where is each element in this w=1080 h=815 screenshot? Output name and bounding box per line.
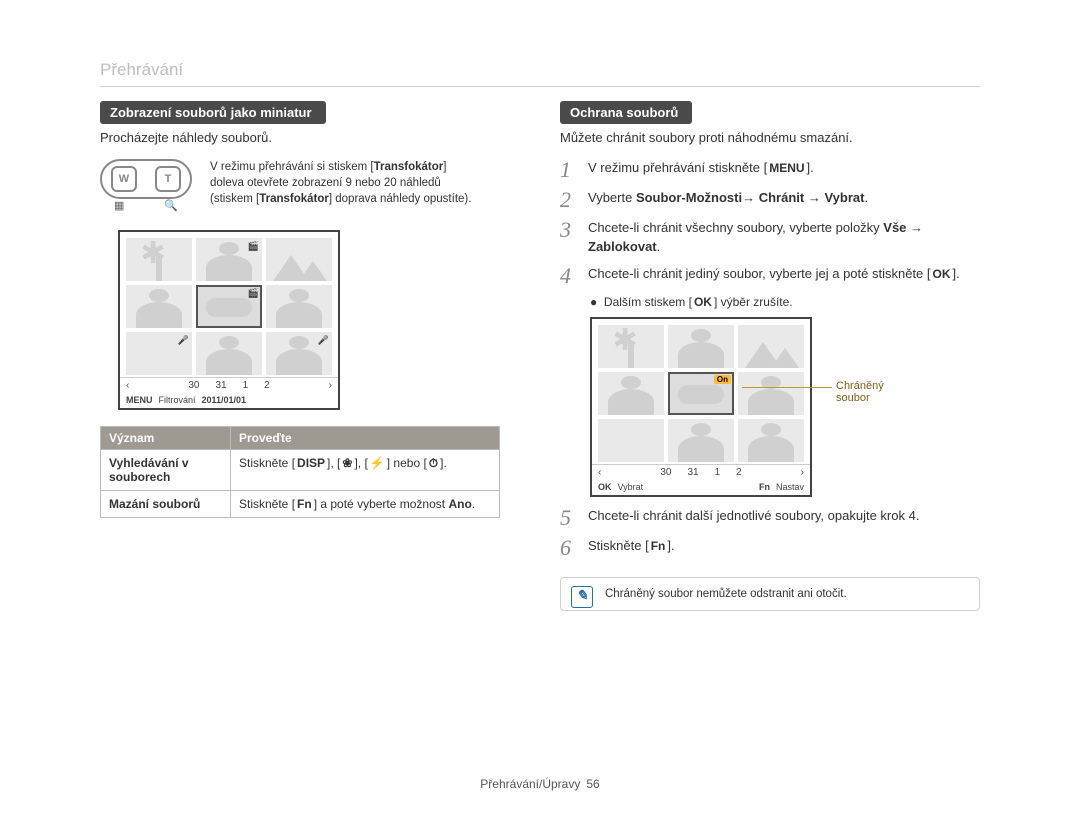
step-number: 6: [560, 537, 578, 559]
grid-icon: ▦: [114, 199, 124, 212]
ok-key: OK: [598, 482, 612, 492]
protect-screen: On ‹ 30 31 1 2 ›: [590, 317, 812, 497]
thumb-cell: [196, 332, 262, 375]
thumb-cell-selected: On: [668, 372, 734, 415]
divider: [100, 86, 980, 87]
nav-right-icon: ›: [801, 467, 804, 478]
thumb-cell: [126, 285, 192, 328]
macro-key-icon: ❀: [340, 456, 354, 470]
ok-key: OK: [692, 295, 714, 309]
nav-num: 1: [243, 380, 249, 391]
thumb-cell: [738, 419, 804, 462]
nav-num: 30: [660, 467, 671, 478]
movie-icon: 🎬: [248, 288, 259, 299]
nav-num: 2: [736, 467, 742, 478]
table-cell: Stiskněte [Fn] a poté vyberte možnost An…: [231, 491, 500, 518]
thumb-cell: [598, 419, 664, 462]
zoom-control: W T ▦ 🔍: [100, 159, 192, 212]
thumb-cell: [738, 372, 804, 415]
step-number: 3: [560, 219, 578, 241]
thumb-cell: [598, 372, 664, 415]
thumb-cell: [668, 419, 734, 462]
step-number: 2: [560, 189, 578, 211]
step-bullet: ● Dalším stiskem [OK] výběr zrušíte.: [590, 295, 980, 309]
thumb-cell-selected: 🎬: [196, 285, 262, 328]
protect-intro: Můžete chránit soubory proti náhodnému s…: [560, 130, 980, 145]
section-heading-protect: Ochrana souborů: [560, 101, 692, 124]
zoom-tele-icon: T: [155, 166, 181, 192]
thumb-cell: 🎤: [266, 332, 332, 375]
step-number: 5: [560, 507, 578, 529]
info-icon: ✎: [571, 586, 593, 608]
nav-left-icon: ‹: [598, 467, 601, 478]
section-heading-thumbs: Zobrazení souborů jako miniatur: [100, 101, 326, 124]
menu-key: MENU: [126, 395, 153, 405]
table-header: Význam: [101, 427, 231, 450]
foot-vybrat: Vybrat: [618, 482, 644, 492]
movie-icon: 🎬: [248, 241, 259, 252]
nav-num: 31: [687, 467, 698, 478]
fn-key: Fn: [295, 497, 314, 511]
thumb-cell: [598, 325, 664, 368]
fn-key: Fn: [649, 538, 668, 555]
zoom-wide-icon: W: [111, 166, 137, 192]
nav-num: 31: [215, 380, 226, 391]
fn-key: Fn: [759, 482, 770, 492]
nav-num: 1: [715, 467, 721, 478]
nav-left-icon: ‹: [126, 380, 129, 391]
page-title: Přehrávání: [100, 60, 980, 80]
step-text: Chcete-li chránit jediný soubor, vyberte…: [588, 265, 960, 284]
left-column: Zobrazení souborů jako miniatur Procháze…: [100, 101, 520, 611]
step-text: V režimu přehrávání stiskněte [MENU].: [588, 159, 814, 178]
thumb-cell: [266, 238, 332, 281]
options-table: Význam Proveďte Vyhledávání v souborech …: [100, 426, 500, 518]
table-cell: Mazání souborů: [101, 491, 231, 518]
mic-icon: 🎤: [318, 335, 329, 346]
nav-num: 2: [264, 380, 270, 391]
step-text: Chcete-li chránit všechny soubory, vyber…: [588, 219, 923, 257]
zoom-description: V režimu přehrávání si stiskem [Transfok…: [210, 159, 471, 207]
page-footer: Přehrávání/Úpravy56: [0, 777, 1080, 791]
menu-key: MENU: [767, 160, 806, 177]
thumb-cell: [126, 238, 192, 281]
step-text: Chcete-li chránit další jednotlivé soubo…: [588, 507, 919, 526]
lock-badge: On: [714, 375, 731, 384]
ok-key: OK: [931, 266, 953, 283]
step-number: 1: [560, 159, 578, 181]
step-number: 4: [560, 265, 578, 287]
protected-file-callout: Chráněný soubor: [836, 380, 884, 404]
info-text: Chráněný soubor nemůžete odstranit ani o…: [605, 588, 847, 600]
table-cell: Vyhledávání v souborech: [101, 450, 231, 491]
step-text: Vyberte Soubor-Možnosti→ Chránit → Vybra…: [588, 189, 868, 208]
right-column: Ochrana souborů Můžete chránit soubory p…: [560, 101, 980, 611]
thumb-cell: [668, 325, 734, 368]
step-text: Stiskněte [Fn].: [588, 537, 675, 556]
flash-key-icon: ⚡: [368, 456, 387, 470]
nav-num: 30: [188, 380, 199, 391]
thumbnail-screen: 🎬 🎬 🎤 🎤 ‹ 30 31 1 2: [118, 230, 340, 410]
thumb-cell: 🎤: [126, 332, 192, 375]
timer-key-icon: ⏱: [427, 456, 440, 471]
info-box: ✎ Chráněný soubor nemůžete odstranit ani…: [560, 577, 980, 611]
callout-line: [742, 387, 832, 388]
table-cell: Stiskněte [DISP], [❀], [⚡] nebo [⏱].: [231, 450, 500, 491]
thumb-cell: 🎬: [196, 238, 262, 281]
foot-filter: Filtrování: [159, 395, 196, 405]
thumb-cell: [738, 325, 804, 368]
disp-key: DISP: [295, 456, 327, 470]
foot-date: 2011/01/01: [202, 395, 247, 405]
thumbs-intro: Procházejte náhledy souborů.: [100, 130, 520, 145]
magnify-icon: 🔍: [164, 199, 178, 212]
thumb-cell: [266, 285, 332, 328]
mic-icon: 🎤: [178, 335, 189, 346]
foot-nastav: Nastav: [776, 482, 804, 492]
table-header: Proveďte: [231, 427, 500, 450]
nav-right-icon: ›: [329, 380, 332, 391]
